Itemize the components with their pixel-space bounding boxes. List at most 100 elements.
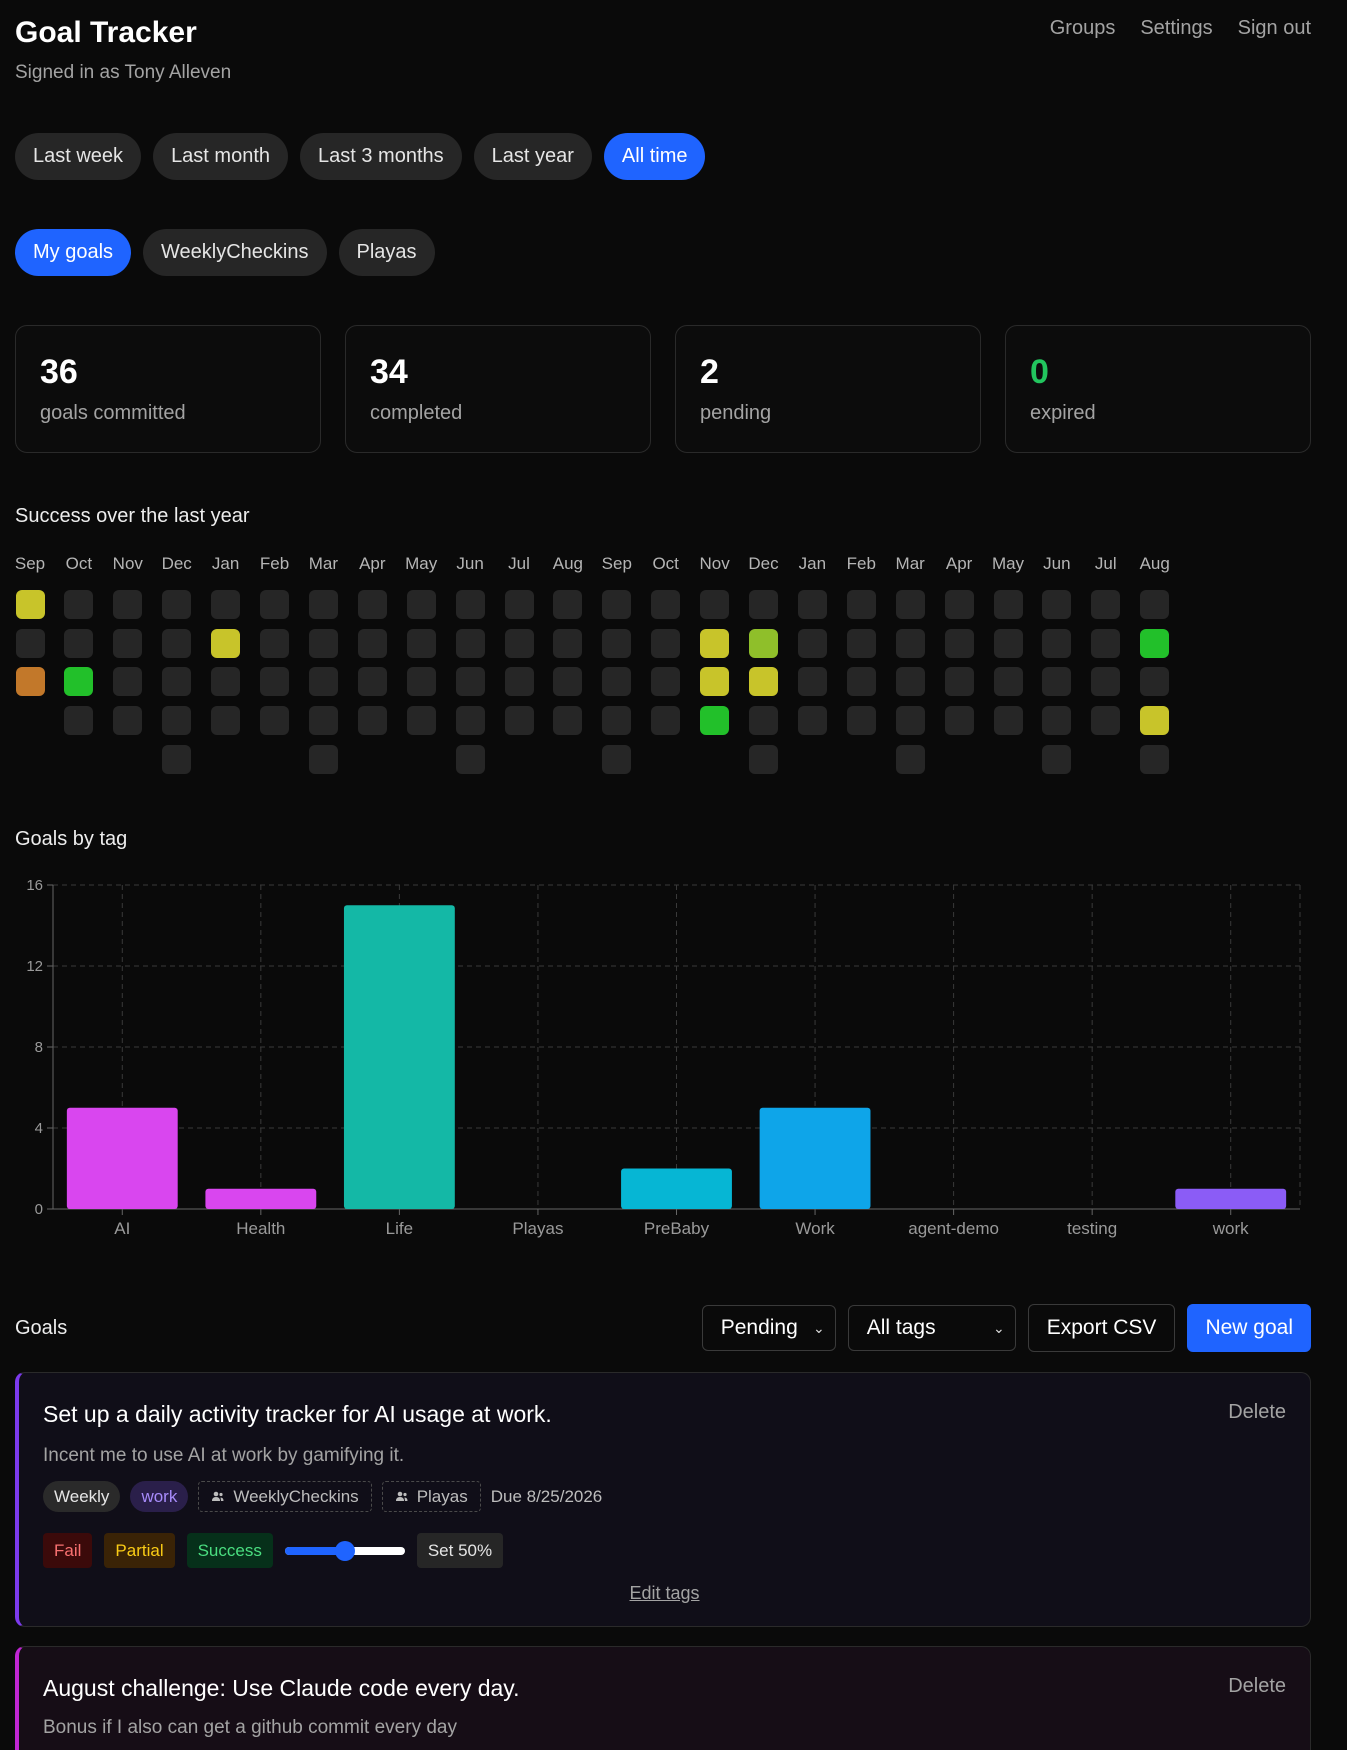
heatmap-cell [700, 706, 730, 736]
heatmap-cell [797, 590, 827, 619]
y-tick-label: 4 [35, 1120, 43, 1137]
delete-goal-button[interactable]: Delete [1228, 1675, 1286, 1697]
heatmap-cell [1042, 667, 1072, 697]
heatmap-cell [162, 744, 192, 774]
tag-badge: work [130, 1481, 189, 1512]
heatmap-cell [797, 706, 827, 736]
app-title: Goal Tracker [15, 16, 197, 49]
set-progress-button[interactable]: Set 50% [416, 1533, 504, 1568]
heatmap-cell [602, 590, 632, 619]
heatmap-cell [504, 667, 534, 697]
heatmap-cell [1140, 590, 1170, 619]
goal-description: Bonus if I also can get a github commit … [43, 1717, 457, 1738]
nav-groups-link[interactable]: Groups [1049, 17, 1116, 39]
heatmap-cell [357, 706, 387, 736]
heatmap-month-label: Apr [945, 554, 973, 573]
heatmap-cell [211, 628, 241, 658]
heatmap-cell [113, 590, 143, 619]
stat-label: expired [1030, 402, 1096, 424]
delete-goal-button[interactable]: Delete [1228, 1401, 1286, 1423]
filter-all-time[interactable]: All time [603, 133, 706, 180]
x-tick-label: Playas [512, 1219, 563, 1238]
filter-last-month[interactable]: Last month [153, 133, 289, 180]
status-select-value: Pending [720, 1316, 798, 1339]
filter-last-3-months[interactable]: Last 3 months [300, 133, 462, 180]
heatmap-cell [15, 628, 45, 658]
heatmap-cell [504, 628, 534, 658]
time-range-filters: Last week Last month Last 3 months Last … [15, 133, 706, 180]
heatmap-cell [1140, 628, 1170, 658]
edit-tags-link[interactable]: Edit tags [629, 1583, 700, 1603]
heatmap-month-label: Dec [748, 554, 779, 573]
group-badge: Playas [381, 1481, 481, 1512]
goals-toolbar: Pending ⌄ All tags ⌄ Export CSV New goal [701, 1304, 1311, 1352]
slider-thumb[interactable] [334, 1540, 355, 1561]
chart-bar [343, 905, 455, 1209]
heatmap-cell [162, 628, 192, 658]
heatmap-title: Success over the last year [15, 505, 250, 527]
heatmap-cell [700, 590, 730, 619]
success-button[interactable]: Success [186, 1533, 273, 1568]
goals-section-title: Goals [15, 1317, 68, 1339]
heatmap-month-label: Oct [652, 554, 679, 573]
stat-value: 2 [700, 353, 719, 391]
heatmap-cell [504, 706, 534, 736]
heatmap-cell [260, 667, 289, 697]
heatmap-cell [602, 628, 632, 658]
heatmap-month-label: Mar [895, 554, 925, 573]
heatmap-month-label: Feb [259, 554, 290, 573]
heatmap-cell [455, 628, 485, 658]
heatmap-cell [944, 590, 974, 619]
goal-title: August challenge: Use Claude code every … [43, 1675, 520, 1701]
heatmap-cell [553, 628, 583, 658]
scope-weeklycheckins[interactable]: WeeklyCheckins [143, 229, 327, 276]
stat-value: 0 [1030, 353, 1049, 391]
x-tick-label: Life [386, 1219, 413, 1238]
scope-my-goals[interactable]: My goals [15, 229, 132, 276]
stat-value: 36 [40, 353, 78, 391]
heatmap-cell [64, 628, 94, 658]
goal-actions: Fail Partial Success Set 50% [43, 1533, 504, 1568]
heatmap-cell [406, 628, 436, 658]
heatmap-cell [308, 667, 338, 697]
heatmap-cell [602, 667, 632, 697]
heatmap-cell [64, 706, 94, 736]
nav-settings-link[interactable]: Settings [1140, 17, 1213, 39]
stat-card-pending: 2 pending [675, 325, 981, 453]
heatmap-month-label: Nov [112, 554, 143, 573]
heatmap-cell [260, 590, 289, 619]
nav-sign-out-link[interactable]: Sign out [1237, 17, 1311, 39]
x-tick-label: Work [795, 1219, 835, 1238]
fail-button[interactable]: Fail [43, 1533, 93, 1568]
export-csv-button[interactable]: Export CSV [1027, 1304, 1176, 1352]
heatmap-cell [504, 590, 534, 619]
scope-playas[interactable]: Playas [338, 229, 435, 276]
heatmap-month-label: May [991, 554, 1025, 573]
heatmap-cell [846, 667, 876, 697]
progress-slider[interactable] [284, 1540, 405, 1561]
tags-select[interactable]: All tags ⌄ [847, 1305, 1016, 1351]
status-select[interactable]: Pending ⌄ [701, 1305, 836, 1351]
filter-last-year[interactable]: Last year [473, 133, 592, 180]
heatmap-cell [651, 706, 681, 736]
partial-button[interactable]: Partial [104, 1533, 175, 1568]
heatmap-cell [406, 706, 436, 736]
heatmap-cell [993, 667, 1023, 697]
tags-select-value: All tags [866, 1316, 936, 1339]
stat-label: pending [700, 402, 772, 424]
heatmap-cell [846, 590, 876, 619]
chevron-down-icon: ⌄ [812, 1319, 825, 1336]
heatmap-month-label: Jun [1043, 554, 1071, 573]
scope-filters: My goals WeeklyCheckins Playas [15, 229, 435, 276]
heatmap-cell [64, 590, 94, 619]
group-badge-label: Playas [416, 1486, 468, 1506]
filter-last-week[interactable]: Last week [15, 133, 142, 180]
chart-bar [205, 1188, 317, 1209]
chart-bar [1175, 1188, 1287, 1209]
heatmap-month-label: May [405, 554, 438, 573]
heatmap-month-label: Nov [699, 554, 730, 573]
new-goal-button[interactable]: New goal [1187, 1304, 1311, 1352]
heatmap-month-label: Aug [552, 554, 584, 573]
goal-card: Set up a daily activity tracker for AI u… [15, 1372, 1311, 1627]
heatmap-cell [1091, 628, 1121, 658]
